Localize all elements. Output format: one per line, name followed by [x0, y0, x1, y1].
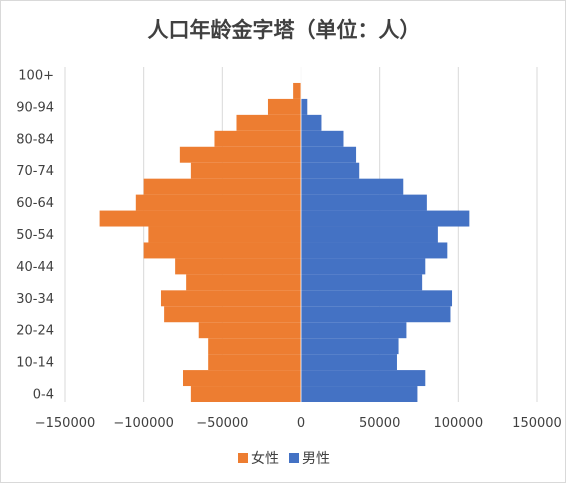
bar-female-45-49 — [143, 242, 301, 259]
y-tick-label-80-84: 80-84 — [16, 132, 54, 147]
y-tick-label-60-64: 60-64 — [16, 196, 54, 211]
bar-female-55-59 — [99, 210, 301, 227]
bar-male-45-49 — [301, 242, 448, 259]
bar-female-85-89 — [236, 114, 301, 131]
bar-female-60-64 — [135, 194, 301, 211]
bar-male-20-24 — [301, 322, 407, 339]
y-tick-label-100+: 100+ — [18, 68, 54, 83]
bar-female-5-9 — [183, 370, 301, 387]
bar-female-75-79 — [179, 146, 301, 163]
bar-male-25-29 — [301, 306, 451, 323]
bar-female-20-24 — [198, 322, 301, 339]
bar-male-30-34 — [301, 290, 453, 307]
y-tick-label-40-44: 40-44 — [16, 260, 54, 275]
y-tick-label-90-94: 90-94 — [16, 100, 54, 115]
bar-female-0-4 — [190, 386, 301, 402]
x-tick-label-2: −50000 — [196, 416, 248, 431]
chart-title: 人口年龄金字塔（单位：人） — [147, 17, 421, 42]
y-tick-label-10-14: 10-14 — [16, 356, 54, 371]
bar-female-25-29 — [164, 306, 301, 323]
x-tick-label-0: −150000 — [35, 416, 96, 431]
bar-male-70-74 — [301, 162, 360, 179]
x-tick-label-6: 150000 — [512, 416, 562, 431]
legend: 女性 男性 — [1, 448, 566, 468]
bar-male-40-44 — [301, 258, 426, 275]
legend-item-male: 男性 — [289, 448, 330, 468]
legend-swatch-female — [238, 453, 248, 463]
legend-label-female: 女性 — [251, 451, 279, 467]
y-tick-label-30-34: 30-34 — [16, 292, 54, 307]
x-tick-label-3: 0 — [297, 416, 305, 431]
bar-female-40-44 — [175, 258, 301, 275]
bar-female-80-84 — [214, 130, 301, 147]
bar-male-90-94 — [301, 98, 308, 115]
y-tick-label-50-54: 50-54 — [16, 228, 54, 243]
bar-male-65-69 — [301, 178, 404, 195]
bar-female-35-39 — [186, 274, 301, 291]
legend-item-female: 女性 — [238, 448, 279, 468]
bar-male-55-59 — [301, 210, 470, 227]
bar-male-35-39 — [301, 274, 423, 291]
bar-male-80-84 — [301, 130, 344, 147]
bar-female-95-99 — [293, 82, 301, 99]
bar-female-90-94 — [267, 98, 301, 115]
y-tick-label-20-24: 20-24 — [16, 324, 54, 339]
bar-female-65-69 — [143, 178, 301, 195]
bar-female-70-74 — [190, 162, 301, 179]
bar-female-50-54 — [148, 226, 301, 243]
y-tick-label-70-74: 70-74 — [16, 164, 54, 179]
bar-male-50-54 — [301, 226, 438, 243]
bar-male-15-19 — [301, 338, 399, 355]
bar-male-5-9 — [301, 370, 426, 387]
bar-female-10-14 — [208, 354, 301, 371]
x-tick-label-1: −100000 — [113, 416, 174, 431]
bar-male-10-14 — [301, 354, 397, 371]
bar-male-0-4 — [301, 386, 418, 402]
legend-swatch-male — [289, 453, 299, 463]
bar-female-30-34 — [160, 290, 301, 307]
bar-male-85-89 — [301, 114, 322, 131]
x-tick-label-5: 100000 — [434, 416, 484, 431]
y-tick-label-0-4: 0-4 — [33, 388, 54, 403]
bar-female-15-19 — [208, 338, 301, 355]
x-tick-label-4: 50000 — [359, 416, 400, 431]
bar-male-75-79 — [301, 146, 357, 163]
legend-label-male: 男性 — [302, 451, 330, 467]
bar-male-60-64 — [301, 194, 427, 211]
